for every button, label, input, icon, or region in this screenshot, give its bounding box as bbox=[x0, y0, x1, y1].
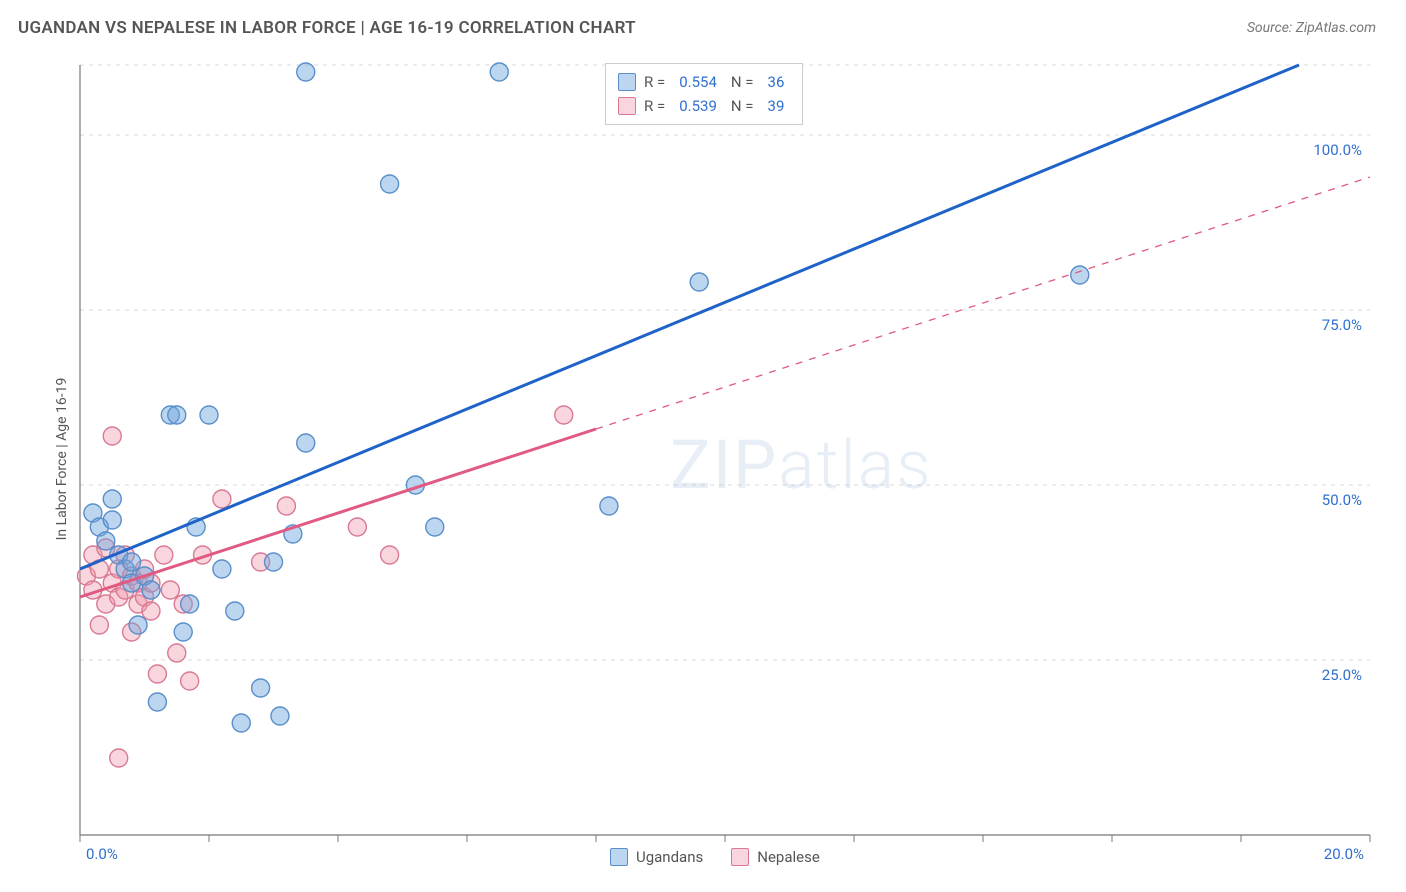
chart-title: UGANDAN VS NEPALESE IN LABOR FORCE | AGE… bbox=[18, 18, 636, 38]
r-label: R = bbox=[644, 70, 665, 94]
svg-text:75.0%: 75.0% bbox=[1322, 316, 1362, 334]
chart-container: In Labor Force | Age 16-19 25.0% 50.0% 75.… bbox=[50, 55, 1396, 862]
r-label: R = bbox=[644, 94, 665, 118]
series-legend: Ugandans Nepalese bbox=[610, 848, 820, 866]
legend-swatch bbox=[731, 848, 749, 866]
scatter-plot: 25.0% 50.0% 75.0% 100.0% 0.0% 20.0% bbox=[50, 55, 1396, 865]
source-attribution: Source: ZipAtlas.com bbox=[1247, 20, 1376, 36]
series-name: Ugandans bbox=[636, 848, 703, 866]
series-name: Nepalese bbox=[757, 848, 820, 866]
svg-text:100.0%: 100.0% bbox=[1313, 141, 1362, 159]
legend-item: Ugandans bbox=[610, 848, 703, 866]
legend-swatch bbox=[618, 73, 636, 91]
svg-text:20.0%: 20.0% bbox=[1324, 845, 1364, 863]
n-value: 39 bbox=[762, 94, 791, 118]
n-value: 36 bbox=[762, 70, 791, 94]
legend-item: Nepalese bbox=[731, 848, 820, 866]
correlation-legend: R = 0.554 N = 36 R = 0.539 N = 39 bbox=[605, 63, 803, 125]
svg-text:50.0%: 50.0% bbox=[1322, 491, 1362, 509]
n-label: N = bbox=[731, 70, 754, 94]
r-value: 0.539 bbox=[673, 94, 723, 118]
y-axis-label: In Labor Force | Age 16-19 bbox=[54, 377, 70, 540]
legend-swatch bbox=[610, 848, 628, 866]
svg-text:25.0%: 25.0% bbox=[1322, 666, 1362, 684]
legend-swatch bbox=[618, 97, 636, 115]
svg-text:0.0%: 0.0% bbox=[86, 845, 118, 863]
n-label: N = bbox=[731, 94, 754, 118]
r-value: 0.554 bbox=[673, 70, 723, 94]
